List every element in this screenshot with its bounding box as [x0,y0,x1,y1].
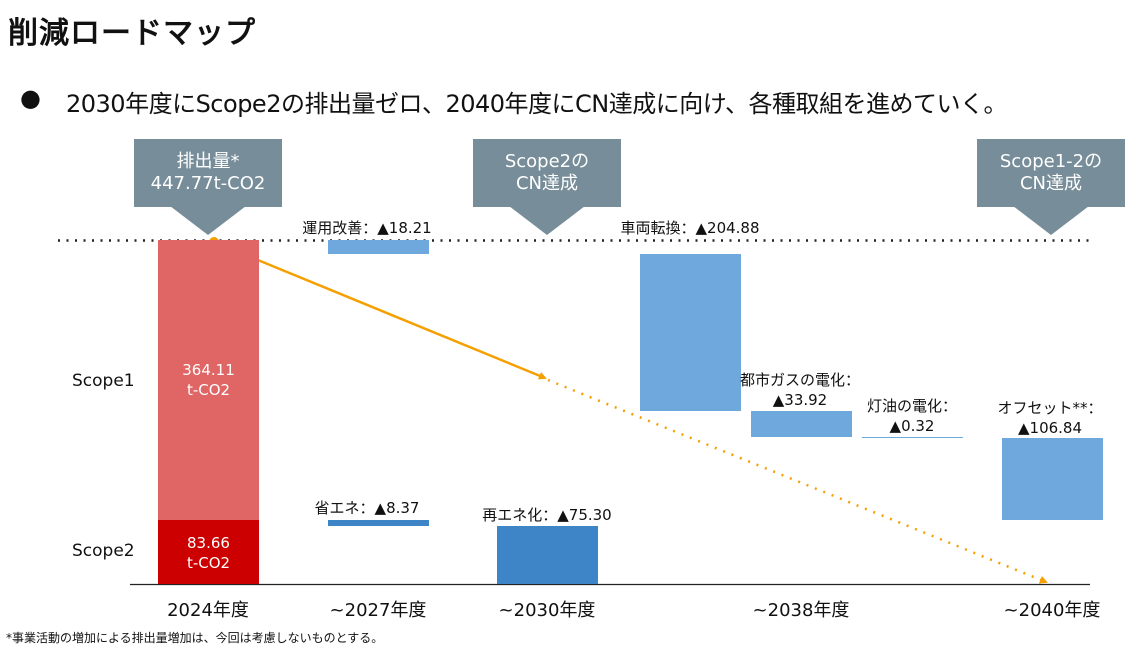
callout-line: Scope2の [504,151,590,172]
callout-scope12-cn: Scope1-2の CN達成 [977,139,1125,235]
bar-data-label: 再エネ化：▲75.30 [482,506,612,524]
bar-label-scope2: 83.66 t-CO2 [186,534,231,572]
callout-line: CN達成 [515,173,579,194]
trend-arrow-solid [213,240,547,380]
bar-reduction [328,519,429,527]
bullet-marker: ● [20,84,41,112]
row-label-scope1: Scope1 [72,371,135,391]
bar-reduction [328,240,429,254]
x-tick: ~2027年度 [329,600,427,621]
page-title: 削減ロードマップ [8,16,256,51]
bar-data-label: 省エネ：▲8.37 [314,499,420,517]
x-tick: ~2038年度 [752,600,850,621]
bar-reduction [640,253,741,412]
row-label-scope2: Scope2 [72,541,135,561]
bar-data-label: 都市ガスの電化： ▲33.92 [739,371,860,409]
callout-scope2-cn: Scope2の CN達成 [473,139,621,235]
bar-data-label: 運用改善：▲18.21 [302,219,432,237]
callout-emissions: 排出量* 447.77t-CO2 [134,139,282,235]
callout-line: CN達成 [1019,173,1083,194]
x-tick: ~2030年度 [498,600,596,621]
callout-line: 排出量* [176,151,240,172]
x-tick: 2024年度 [167,600,249,621]
bar-data-label: オフセット**： ▲106.84 [997,399,1103,437]
callout-line: 447.77t-CO2 [150,173,266,194]
bar-data-label: 灯油の電化： ▲0.32 [866,397,957,435]
x-tick: ~2040年度 [1003,600,1101,621]
footnote: *事業活動の増加による排出量増加は、今回は考慮しないものとする。 [6,631,384,645]
bar-scope2-2024 [158,519,259,584]
bar-reduction [1002,437,1103,520]
bar-reduction [862,437,963,439]
bullet-text: 2030年度にScope2の排出量ゼロ、2040年度にCN達成に向け、各種取組を… [66,90,1008,118]
callout-line: Scope1-2の [999,151,1103,172]
bar-label-scope1: 364.11 t-CO2 [182,361,235,399]
bar-reduction [497,526,598,584]
bar-reduction [751,411,852,438]
bar-data-label: 車両転換：▲204.88 [620,219,760,237]
bar-scope1-2024 [158,240,259,520]
